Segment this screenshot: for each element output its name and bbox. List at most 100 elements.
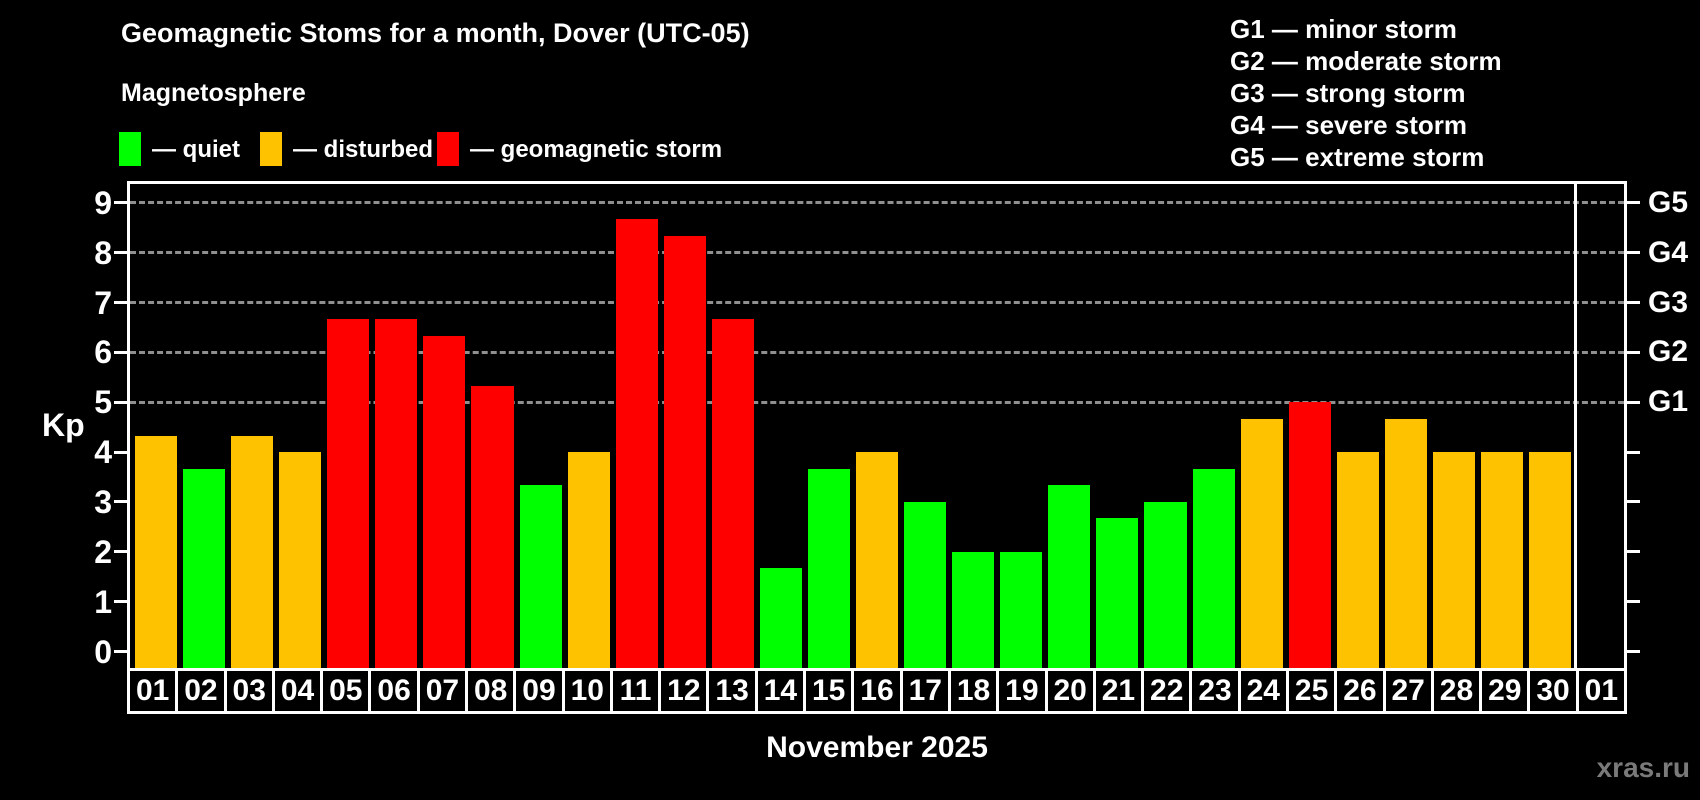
day-label-22: 22 <box>1141 668 1193 714</box>
bar-day-27 <box>1384 418 1427 668</box>
day-label-27: 27 <box>1382 668 1434 714</box>
y-axis-tick-7 <box>114 301 127 305</box>
x-axis-title: November 2025 <box>766 731 988 764</box>
y-axis-label-0: 0 <box>94 633 112 670</box>
y-axis-tick-8 <box>114 251 127 255</box>
right-axis-tick-1 <box>1627 600 1640 604</box>
day-label-24: 24 <box>1237 668 1289 714</box>
day-label-20: 20 <box>1044 668 1096 714</box>
right-axis-tick-3 <box>1627 500 1640 504</box>
y-axis-label-7: 7 <box>94 284 112 321</box>
right-axis-label-G3: G3 <box>1648 285 1689 319</box>
day-label-19: 19 <box>996 668 1048 714</box>
next-month-separator <box>1574 184 1577 668</box>
right-axis-label-G4: G4 <box>1648 235 1689 269</box>
y-axis-tick-4 <box>114 450 127 454</box>
bar-day-25 <box>1288 402 1331 668</box>
storm-legend-swatch <box>437 132 459 166</box>
gridline-kp8 <box>130 251 1624 255</box>
bar-day-24 <box>1240 418 1283 668</box>
bar-day-29 <box>1480 452 1524 668</box>
day-label-26: 26 <box>1334 668 1386 714</box>
y-axis-tick-5 <box>114 400 127 404</box>
day-label-05: 05 <box>320 668 372 714</box>
day-label-10: 10 <box>561 668 613 714</box>
day-label-08: 08 <box>465 668 517 714</box>
day-label-04: 04 <box>271 668 324 714</box>
storm-scale-item: G4 — severe storm <box>1230 110 1468 140</box>
day-label-03: 03 <box>223 668 275 714</box>
bar-day-28 <box>1432 452 1475 668</box>
y-axis-title: Kp <box>42 407 85 443</box>
bar-day-08 <box>471 385 514 668</box>
bar-day-02 <box>183 468 226 668</box>
bar-day-05 <box>327 319 370 668</box>
day-label-14: 14 <box>754 668 807 714</box>
bar-day-10 <box>567 452 610 668</box>
storm-legend-label: — geomagnetic storm <box>470 136 723 163</box>
quiet-legend-swatch <box>119 132 141 166</box>
right-axis-tick-0 <box>1627 650 1640 653</box>
day-label-11: 11 <box>609 668 662 714</box>
day-label-30: 30 <box>1527 668 1579 714</box>
y-axis-label-1: 1 <box>94 583 112 620</box>
day-label-07: 07 <box>416 668 469 714</box>
day-label-29: 29 <box>1479 668 1531 714</box>
y-axis-label-2: 2 <box>94 533 112 570</box>
bar-day-21 <box>1096 518 1139 668</box>
disturbed-legend-swatch <box>260 132 282 166</box>
right-axis-tick-8 <box>1627 251 1640 255</box>
quiet-legend-label: — quiet <box>152 136 240 163</box>
day-label-13: 13 <box>706 668 758 714</box>
day-label-02: 02 <box>175 668 227 714</box>
bar-day-16 <box>856 452 899 668</box>
bar-day-14 <box>759 568 802 668</box>
y-axis-label-8: 8 <box>94 234 112 271</box>
bar-day-04 <box>279 452 322 668</box>
day-label-21: 21 <box>1092 668 1145 714</box>
disturbed-legend-label: — disturbed <box>293 136 434 163</box>
page-subtitle: Magnetosphere <box>121 79 306 107</box>
bar-day-17 <box>904 501 947 668</box>
bar-day-13 <box>711 319 754 668</box>
right-axis-label-G5: G5 <box>1648 185 1689 219</box>
gridline-kp6 <box>130 350 1624 354</box>
bar-day-01 <box>135 435 178 668</box>
right-axis-label-G1: G1 <box>1648 385 1689 419</box>
day-label-16: 16 <box>851 668 903 714</box>
bar-day-22 <box>1144 501 1187 668</box>
right-axis-tick-7 <box>1627 301 1640 305</box>
right-axis-tick-4 <box>1627 450 1640 454</box>
right-axis-tick-2 <box>1627 550 1640 554</box>
right-axis-label-G2: G2 <box>1648 335 1689 369</box>
bar-day-03 <box>231 435 274 668</box>
bar-day-15 <box>807 468 851 668</box>
y-axis-tick-0 <box>114 650 127 653</box>
y-axis-tick-6 <box>114 350 127 354</box>
day-label-17: 17 <box>899 668 951 714</box>
bar-day-07 <box>423 335 466 668</box>
day-label-next-01: 01 <box>1575 668 1627 714</box>
y-axis-tick-3 <box>114 500 127 504</box>
storm-scale-item: G2 — moderate storm <box>1230 46 1502 76</box>
bar-day-19 <box>1000 551 1043 668</box>
right-axis-tick-5 <box>1627 400 1640 404</box>
y-axis-label-5: 5 <box>94 384 112 421</box>
storm-scale-item: G1 — minor storm <box>1230 14 1457 44</box>
bar-day-23 <box>1192 468 1235 668</box>
right-axis-tick-9 <box>1627 201 1640 205</box>
day-label-18: 18 <box>947 668 1000 714</box>
day-label-06: 06 <box>368 668 420 714</box>
day-label-12: 12 <box>658 668 710 714</box>
y-axis-tick-2 <box>114 550 127 554</box>
bar-day-12 <box>663 236 706 668</box>
y-axis-label-4: 4 <box>94 434 112 471</box>
gridline-kp5 <box>130 400 1624 404</box>
y-axis-label-6: 6 <box>94 334 112 371</box>
bar-day-26 <box>1336 452 1379 668</box>
y-axis-label-9: 9 <box>94 184 112 221</box>
page-title: Geomagnetic Stoms for a month, Dover (UT… <box>121 18 750 48</box>
gridline-kp7 <box>130 301 1624 305</box>
day-label-01: 01 <box>127 668 179 714</box>
storm-scale-legend: G1 — minor storm G2 — moderate storm G3 — … <box>1230 13 1502 173</box>
